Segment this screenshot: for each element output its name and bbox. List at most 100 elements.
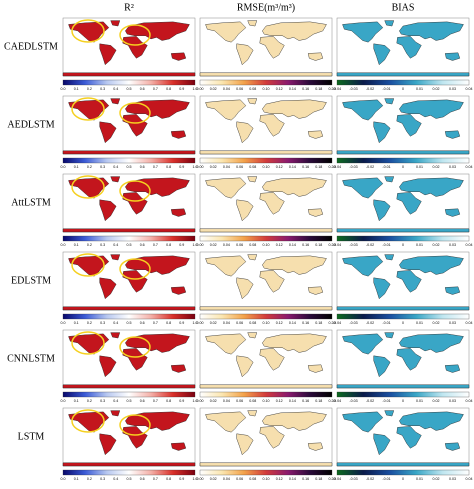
colorbar	[199, 79, 333, 86]
colorbar-tick-label: 0.14	[289, 165, 296, 169]
colorbar-tick-label: -0.01	[382, 87, 390, 91]
colorbar-tick-label: -0.01	[382, 399, 390, 403]
colorbar-tick-label: 0.18	[315, 243, 322, 247]
colorbar	[199, 469, 333, 476]
colorbar-tick-label: -0.04	[333, 399, 341, 403]
row-label: LSTM	[18, 431, 45, 442]
colorbar-tick-label: 0.5	[127, 399, 132, 403]
colorbar-tick-label: 0	[402, 477, 404, 481]
colorbar-tick-label: 0.1	[74, 87, 79, 91]
colorbar-tick-label: 0.08	[249, 399, 256, 403]
colorbar-tick-label: 0.06	[236, 243, 243, 247]
colorbar-tick-label: 0.08	[249, 321, 256, 325]
colorbar-tick-label: 0.14	[289, 477, 296, 481]
colorbar-tick-label: 0.00	[197, 243, 204, 247]
row-label: AttLSTM	[11, 197, 51, 208]
colorbar-tick-label: 0.00	[197, 165, 204, 169]
colorbar-tick-label: 0.8	[166, 399, 171, 403]
colorbar-tick-label: -0.02	[366, 165, 374, 169]
colorbar-tick-label: 0.8	[166, 243, 171, 247]
colorbar-tick-label: -0.03	[349, 165, 357, 169]
colorbar-tick-label: 0.9	[179, 399, 184, 403]
highlight	[71, 97, 105, 121]
row-label: AEDLSTM	[7, 119, 54, 130]
colorbar-tick-label: 0.20	[329, 477, 336, 481]
colorbar-tick-label: 1.0	[193, 477, 198, 481]
colorbar-tick-label: 0.5	[127, 243, 132, 247]
colorbar-tick-label: 0.18	[315, 87, 322, 91]
colorbar-tick-label: 0.02	[433, 243, 440, 247]
highlight	[71, 331, 105, 355]
colorbar-tick-label: 0.2	[87, 243, 92, 247]
colorbar-tick-label: 0.7	[153, 321, 158, 325]
colorbar-tick-label: 0.5	[127, 165, 132, 169]
highlight	[119, 414, 151, 436]
colorbar-tick-label: -0.02	[366, 399, 374, 403]
colorbar-tick-label: 0.04	[223, 165, 230, 169]
colorbar-tick-label: 0.9	[179, 477, 184, 481]
colorbar-tick-label: 0.06	[236, 165, 243, 169]
colorbar-tick-label: 0.08	[249, 243, 256, 247]
colorbar-tick-label: 0.0	[61, 321, 66, 325]
colorbar-tick-label: -0.01	[382, 243, 390, 247]
colorbar-tick-label: 0.0	[61, 399, 66, 403]
colorbar-tick-label: 0.2	[87, 165, 92, 169]
colorbar-tick-label: 0.03	[449, 243, 456, 247]
colorbar-tick-label: -0.04	[333, 243, 341, 247]
colorbar-tick-label: 0.00	[197, 87, 204, 91]
colorbar-tick-label: 0.0	[61, 87, 66, 91]
colorbar-tick-label: 0.04	[223, 243, 230, 247]
column-title: RMSE(m³/m³)	[237, 2, 295, 13]
colorbar-tick-label: 0.06	[236, 399, 243, 403]
colorbar-tick-label: 0.14	[289, 243, 296, 247]
colorbar-tick-label: 0.7	[153, 399, 158, 403]
colorbar-tick-label: 0.1	[74, 243, 79, 247]
colorbar-tick-label: 0.10	[263, 243, 270, 247]
colorbar-tick-label: 0.0	[61, 243, 66, 247]
colorbar-tick-label: 0.4	[113, 321, 118, 325]
highlight	[71, 409, 105, 433]
colorbar-tick-label: 0.6	[140, 399, 145, 403]
colorbar-tick-label: 0.03	[449, 165, 456, 169]
colorbar-tick-label: 0.0	[61, 477, 66, 481]
colorbar	[62, 157, 196, 164]
colorbar-tick-label: 0.6	[140, 477, 145, 481]
colorbar-tick-label: 0.7	[153, 165, 158, 169]
colorbar	[62, 79, 196, 86]
colorbar-tick-label: 0.02	[210, 477, 217, 481]
colorbar-tick-label: 0.18	[315, 321, 322, 325]
colorbar-tick-label: 0.14	[289, 399, 296, 403]
colorbar-tick-label: 0.02	[210, 165, 217, 169]
colorbar-tick-label: 0.14	[289, 87, 296, 91]
colorbar-tick-label: -0.03	[349, 243, 357, 247]
colorbar-tick-label: -0.02	[366, 87, 374, 91]
colorbar	[336, 157, 470, 164]
colorbar	[199, 235, 333, 242]
colorbar-tick-label: 0.5	[127, 87, 132, 91]
colorbar-tick-label: 0.01	[416, 477, 423, 481]
colorbar-tick-label: 0.1	[74, 477, 79, 481]
colorbar-tick-label: 0.8	[166, 165, 171, 169]
colorbar-tick-label: 0.02	[210, 321, 217, 325]
colorbar-tick-label: 0.4	[113, 477, 118, 481]
colorbar-tick-label: 0.04	[223, 399, 230, 403]
highlight	[71, 19, 105, 43]
colorbar-tick-label: 0.3	[100, 87, 105, 91]
colorbar-tick-label: 0.20	[329, 399, 336, 403]
colorbar-tick-label: 0.4	[113, 243, 118, 247]
colorbar	[336, 313, 470, 320]
colorbar-tick-label: 0.6	[140, 87, 145, 91]
colorbar-tick-label: 0.9	[179, 87, 184, 91]
colorbar-tick-label: -0.02	[366, 321, 374, 325]
colorbar-tick-label: 0.12	[276, 399, 283, 403]
colorbar-tick-label: 0.03	[449, 477, 456, 481]
colorbar-tick-label: -0.02	[366, 243, 374, 247]
colorbar-tick-label: 0.18	[315, 165, 322, 169]
colorbar-tick-label: 0.12	[276, 165, 283, 169]
colorbar-tick-label: 0	[402, 165, 404, 169]
colorbar-tick-label: 0.18	[315, 399, 322, 403]
colorbar-tick-label: 0.02	[433, 87, 440, 91]
colorbar-tick-label: 0	[402, 87, 404, 91]
colorbar-tick-label: 0.04	[223, 87, 230, 91]
colorbar	[336, 79, 470, 86]
